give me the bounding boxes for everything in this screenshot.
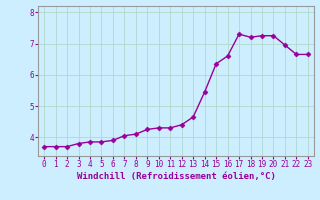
X-axis label: Windchill (Refroidissement éolien,°C): Windchill (Refroidissement éolien,°C) — [76, 172, 276, 181]
